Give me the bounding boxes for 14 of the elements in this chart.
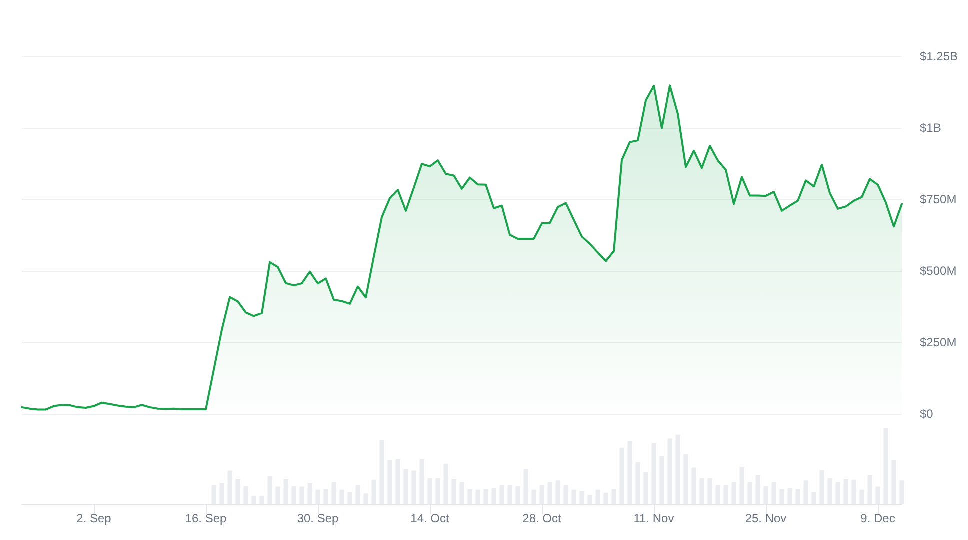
x-tick-label: 30. Sep: [297, 511, 340, 526]
y-tick-label: $0: [920, 407, 934, 421]
x-tick-label: 2. Sep: [76, 511, 112, 526]
x-tick-label: 11. Nov: [634, 511, 674, 526]
x-tick-label: 28. Oct: [522, 511, 562, 526]
y-tick-label: $1B: [920, 121, 942, 135]
y-tick-label: $250M: [920, 336, 957, 350]
y-tick-label: $500M: [920, 264, 957, 278]
x-tick-label: 16. Sep: [185, 511, 228, 526]
x-tick-label: 9. Dec: [860, 511, 896, 526]
x-tick-label: 25. Nov: [745, 511, 787, 526]
x-tick-label: 14. Oct: [410, 511, 450, 526]
y-tick-label: $750M: [920, 192, 957, 206]
y-tick-label: $1.25B: [920, 50, 958, 64]
